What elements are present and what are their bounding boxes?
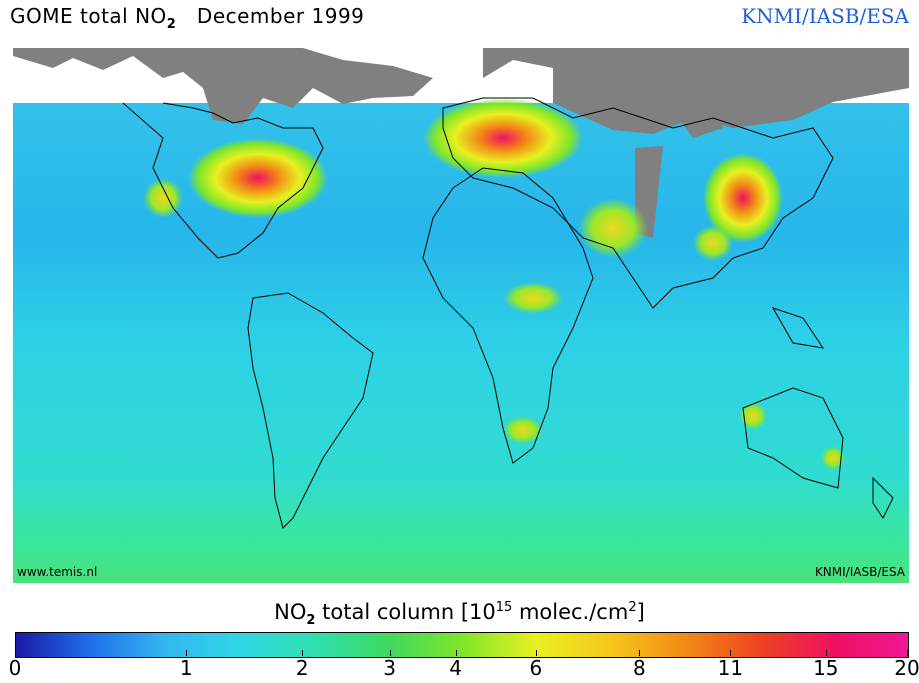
colorbar-tick-label: 4 bbox=[449, 656, 463, 680]
australia-outline bbox=[742, 387, 844, 489]
colorbar-tick-label: 6 bbox=[529, 656, 543, 680]
colorbar-tick-label: 15 bbox=[813, 656, 839, 680]
colorbar-tick-mark bbox=[455, 650, 457, 656]
eurasia-outline bbox=[442, 97, 834, 309]
title-main: GOME total NO bbox=[10, 4, 167, 28]
colorbar-tick-mark bbox=[15, 650, 16, 656]
colorbar-tick-label: 0 bbox=[8, 656, 22, 680]
colorbar-tick-label: 8 bbox=[633, 656, 646, 680]
colorbar-title: NO2 total column [1015 molec./cm2] bbox=[274, 600, 645, 629]
colorbar-tick-label: 11 bbox=[717, 656, 744, 680]
north-america-outline bbox=[122, 102, 324, 259]
map-title: GOME total NO2 December 1999 bbox=[10, 4, 364, 32]
colorbar-tick-mark bbox=[186, 650, 188, 656]
colorbar-tick-mark bbox=[535, 650, 537, 656]
colorbar-tick-label: 3 bbox=[383, 656, 396, 680]
indonesia-outline bbox=[771, 307, 825, 349]
colorbar-tick-label: 20 bbox=[894, 656, 919, 680]
missing-data-land bbox=[13, 48, 909, 238]
colorbar-tick-mark bbox=[730, 650, 732, 656]
colorbar-tick-mark bbox=[639, 650, 641, 656]
title-subscript: 2 bbox=[166, 17, 177, 32]
colorbar-tick-label: 1 bbox=[179, 656, 193, 680]
credit-header: KNMI/IASB/ESA bbox=[741, 4, 909, 28]
title-period: December 1999 bbox=[196, 4, 365, 28]
no2-hotspots bbox=[143, 98, 845, 470]
colorbar-tick-mark bbox=[389, 650, 391, 656]
no2-world-map: www.temis.nl KNMI/IASB/ESA bbox=[13, 48, 909, 583]
colorbar-tick-label: 2 bbox=[295, 656, 309, 680]
website-label: www.temis.nl bbox=[17, 565, 97, 579]
coastlines bbox=[122, 97, 894, 529]
colorbar-tick-mark bbox=[825, 650, 827, 656]
africa-outline bbox=[422, 167, 594, 464]
south-america-outline bbox=[247, 292, 374, 529]
colorbar bbox=[15, 632, 909, 658]
new-zealand-outline bbox=[872, 476, 894, 519]
map-credit-label: KNMI/IASB/ESA bbox=[815, 565, 906, 579]
colorbar-tick-mark bbox=[907, 650, 908, 656]
colorbar-tick-mark bbox=[302, 650, 304, 656]
